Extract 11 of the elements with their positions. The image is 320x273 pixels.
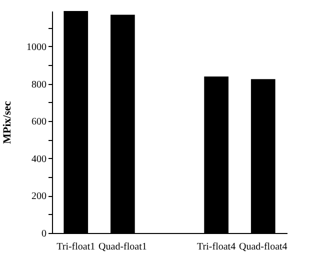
x-tick-label: Quad-float1 bbox=[98, 242, 147, 252]
x-tick-label: Tri-float1 bbox=[56, 242, 96, 252]
x-tick-label: Tri-float4 bbox=[197, 242, 236, 252]
y-tick-label: 1000 bbox=[26, 42, 46, 53]
y-tick-label: 800 bbox=[32, 79, 46, 90]
x-tick-label: Quad-float4 bbox=[238, 242, 288, 252]
y-tick-label: 0 bbox=[42, 228, 46, 240]
y-tick-label: 200 bbox=[32, 191, 46, 202]
y-tick-label: 600 bbox=[32, 116, 46, 128]
y-axis-title: MPix/sec bbox=[2, 101, 14, 144]
y-tick-label: 400 bbox=[32, 154, 46, 165]
